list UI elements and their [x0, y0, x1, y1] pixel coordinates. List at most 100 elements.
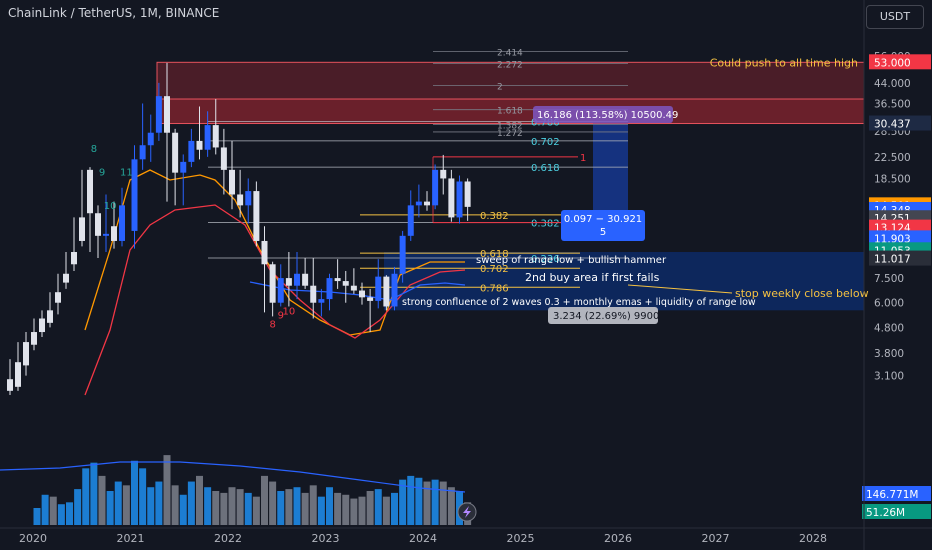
volume-bar [374, 489, 382, 525]
volume-bar [155, 481, 163, 525]
candle-body [245, 191, 252, 206]
volume-bar [366, 491, 374, 525]
candle-body [424, 201, 430, 206]
x-axis-tick-label: 2022 [214, 532, 242, 545]
candle-body [131, 159, 138, 231]
measure-bottom-label: 3.234 (22.69%) 9900 [553, 311, 659, 322]
y-axis-tick-label: 4.800 [874, 322, 904, 334]
x-axis-tick-label: 2024 [409, 532, 437, 545]
price-tag [869, 250, 931, 266]
td-sequential-label: 9 [99, 168, 105, 179]
volume-bar [334, 492, 342, 525]
volume-bar [228, 487, 236, 525]
candle-body [269, 264, 276, 303]
volume-bar [98, 475, 106, 525]
candle-body [172, 132, 179, 173]
measure-top-box [533, 106, 673, 123]
x-axis-tick-label: 2021 [117, 532, 145, 545]
candle-body [375, 276, 382, 301]
candle-body [334, 278, 341, 282]
volume-bar [431, 479, 439, 525]
volume-bar [220, 492, 228, 525]
x-axis-tick-label: 2027 [702, 532, 730, 545]
currency-button[interactable]: USDT [866, 5, 924, 29]
fib-extension-label: 1.272 [497, 129, 523, 139]
volume-bar [163, 455, 171, 525]
y-axis-tick-label: 22.500 [874, 152, 911, 164]
candle-body [7, 379, 13, 391]
volume-bar [277, 491, 285, 525]
wave2-fib-label: 0.786 [480, 283, 509, 294]
volume-bar [66, 502, 73, 525]
volume-bar [74, 489, 82, 525]
volume-tag-label: 146.771M [866, 489, 918, 501]
candle-body [63, 273, 69, 283]
volume-bar [41, 494, 49, 525]
annotation-hammer: sweep of range low + bullish hammer [476, 255, 667, 266]
volume-bar [293, 487, 301, 525]
volume-bar [49, 496, 57, 525]
candle-body [237, 194, 244, 206]
volume-bar [131, 460, 138, 525]
volume-bar [358, 496, 366, 525]
wave2-fib-label: 0.382 [480, 211, 509, 222]
candle-body [350, 285, 357, 291]
candle-body [147, 132, 154, 146]
ema-fast-line [84, 169, 465, 336]
volume-bar [244, 492, 252, 525]
upper-resistance-zone [156, 98, 865, 125]
candle-body [55, 292, 61, 303]
volume-bar [57, 504, 65, 525]
price-tag [869, 115, 931, 131]
candle-body [318, 299, 325, 303]
volume-bar [382, 496, 390, 525]
x-axis-tick-label: 2028 [799, 532, 827, 545]
volume-bar [326, 487, 333, 525]
fib-retracement-label: 0.382 [531, 219, 560, 230]
candle-body [302, 273, 309, 286]
candle-body [188, 140, 195, 162]
volume-bar [82, 468, 90, 525]
candle-body [180, 161, 187, 173]
volume-bar [342, 494, 350, 525]
fib-extension-label: 2.414 [497, 48, 523, 58]
candle-body [383, 276, 390, 307]
price-tag-label: 30.437 [874, 119, 911, 131]
candle-body [23, 342, 29, 366]
candle-body [15, 362, 21, 387]
symbol-title: ChainLink / TetherUS, 1M, BINANCE [8, 6, 220, 20]
y-axis-tick-label: 3.100 [874, 371, 904, 383]
volume-ma-line [0, 461, 466, 493]
candle-body [391, 273, 398, 307]
candle-body [277, 278, 284, 303]
fib-extension-label: 2 [497, 82, 503, 92]
wave2-fib-label: 0.702 [480, 264, 509, 275]
ath-resistance-zone [156, 61, 865, 100]
y-axis-tick-label: 6.000 [874, 298, 904, 310]
y-axis-tick-label: 3.800 [874, 348, 904, 360]
candle-body [87, 169, 93, 214]
y-axis-tick-label: 18.500 [874, 173, 911, 185]
volume-bar [261, 475, 268, 525]
volume-bar [407, 475, 415, 525]
candle-body [31, 332, 37, 345]
lightning-icon [463, 506, 471, 518]
candle-body [229, 169, 235, 195]
candle-body [39, 318, 45, 333]
candle-body [155, 96, 162, 133]
td-sequential-label: 8 [269, 319, 275, 330]
fib-retracement-label: 0.702 [531, 137, 560, 148]
volume-bar [350, 498, 358, 525]
volume-bar [399, 479, 407, 525]
candle-body [342, 281, 349, 286]
range-info-line1: 0.097 − 30.921 [564, 214, 642, 225]
candle-body [79, 217, 85, 241]
volume-tag-label: 51.26M [866, 507, 905, 519]
candle-body [456, 181, 463, 218]
measure-top-label: 16.186 (113.58%) 10500.49 [537, 110, 678, 121]
annotation-buy-area: 2nd buy area if first fails [525, 271, 660, 284]
volume-bar [423, 481, 431, 525]
volume-bar [391, 492, 398, 525]
volume-bar [179, 494, 187, 525]
